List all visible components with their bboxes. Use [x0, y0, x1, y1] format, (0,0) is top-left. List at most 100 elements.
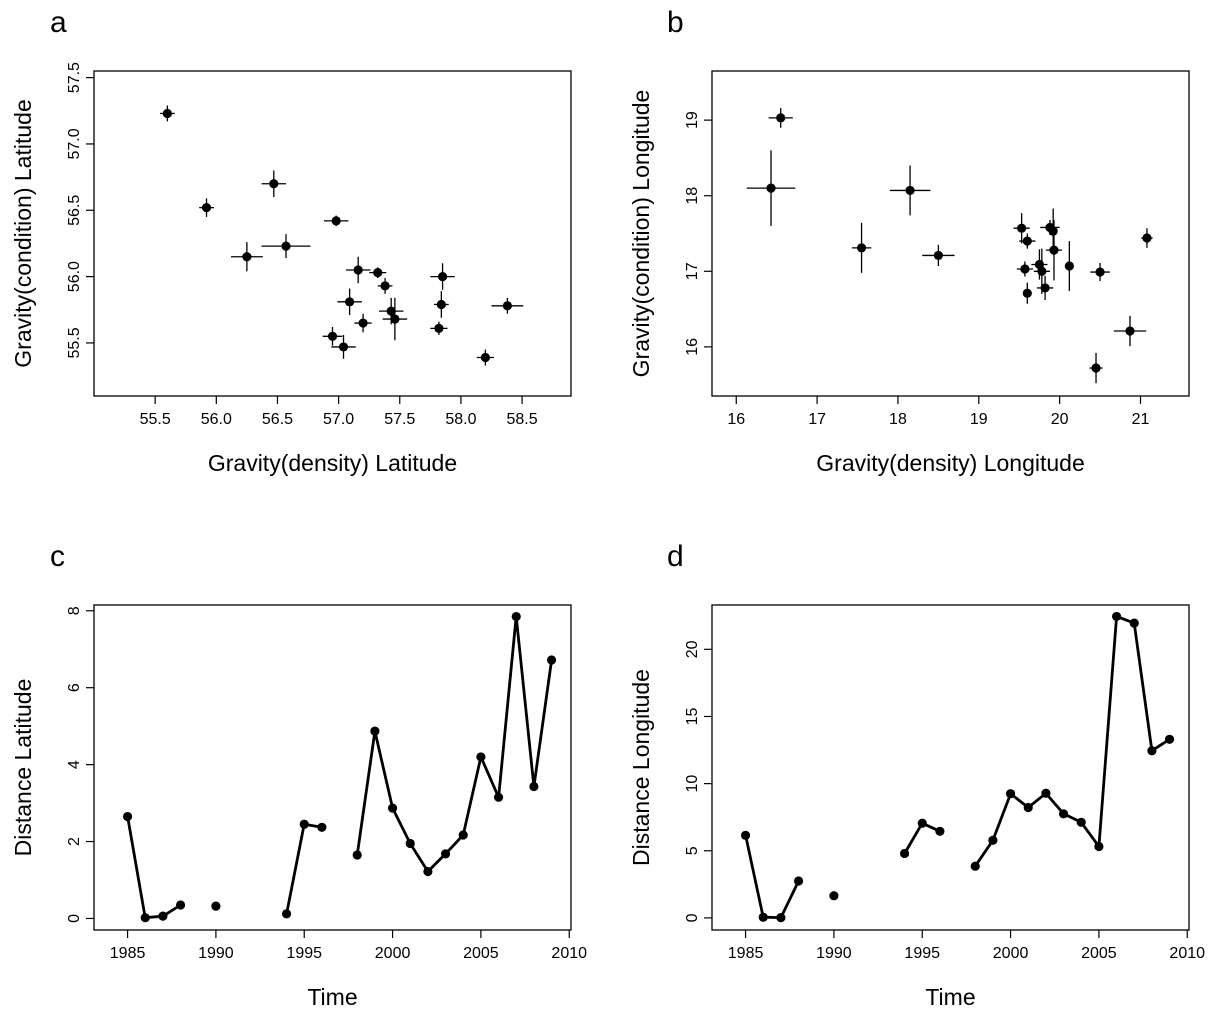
x-tick-label: 2000 — [375, 945, 411, 962]
y-tick-label: 4 — [66, 760, 83, 769]
data-point — [502, 301, 512, 311]
plot-frame — [711, 70, 1190, 397]
data-point — [1164, 734, 1175, 744]
data-point — [829, 891, 839, 901]
x-axis-title: Time — [307, 984, 357, 1009]
data-point — [1037, 266, 1047, 276]
y-axis-title: Distance Latitude — [10, 679, 36, 857]
data-point — [405, 838, 415, 849]
x-tick-label: 2000 — [993, 945, 1029, 962]
data-point — [1023, 802, 1033, 813]
y-tick-label: 10 — [684, 775, 701, 793]
data-point — [856, 243, 867, 253]
x-tick-label: 1990 — [816, 945, 852, 962]
y-axis-title: Gravity(condition) Latitude — [10, 99, 36, 367]
data-point — [776, 913, 786, 923]
data-point — [905, 185, 915, 196]
data-point — [1064, 261, 1074, 271]
data-point — [1111, 611, 1122, 622]
data-point — [380, 281, 390, 291]
data-point — [242, 252, 252, 262]
x-tick-label: 2010 — [551, 945, 587, 962]
panel-d: d 1985 1990 1995 2000 2005 2010 0 5 10 15 20 Time Dis… — [628, 540, 1205, 1009]
x-tick-label: 2010 — [1169, 945, 1205, 962]
y-tick-label: 2 — [66, 837, 83, 846]
data-point — [935, 826, 945, 836]
data-point — [1142, 233, 1152, 243]
data-point — [1022, 288, 1032, 298]
data-point — [546, 655, 557, 665]
series-line — [974, 615, 1171, 867]
series-line — [285, 822, 323, 915]
plot-frame — [93, 70, 572, 397]
x-tick-label: 57.0 — [323, 411, 354, 428]
data-point — [281, 909, 292, 919]
data-point — [423, 866, 433, 877]
series-line — [126, 816, 182, 920]
data-point — [529, 781, 539, 792]
x-tick-label: 19 — [970, 411, 988, 428]
y-tick-label: 17 — [684, 262, 701, 280]
x-tick-label: 1985 — [728, 945, 764, 962]
y-tick-label: 18 — [684, 187, 701, 205]
y-tick-label: 15 — [684, 707, 701, 725]
panel-c: c 1985 1990 1995 2000 2005 2010 0 2 4 6 8 Time Distan… — [10, 540, 587, 1009]
data-point — [1020, 264, 1030, 274]
data-point — [211, 901, 221, 911]
data-point — [331, 216, 341, 226]
data-point — [758, 912, 768, 922]
data-point — [327, 331, 338, 341]
data-point — [1095, 267, 1105, 277]
x-tick-label: 1990 — [198, 945, 234, 962]
plot-frame — [93, 604, 572, 931]
x-tick-label: 21 — [1132, 411, 1150, 428]
plot-frame — [711, 604, 1190, 931]
data-point — [140, 913, 150, 923]
panel-letter: a — [50, 6, 67, 39]
x-axis-title: Gravity(density) Latitude — [208, 450, 457, 476]
panel-letter: c — [50, 540, 65, 573]
data-point — [437, 272, 448, 282]
data-point — [1049, 245, 1059, 255]
y-tick-label: 55.5 — [66, 327, 83, 358]
data-point — [793, 876, 804, 886]
x-tick-label: 1985 — [110, 945, 146, 962]
data-point — [390, 314, 400, 324]
data-point — [1040, 283, 1050, 293]
data-point — [1076, 817, 1086, 827]
x-tick-label: 1995 — [286, 945, 322, 962]
data-point — [317, 822, 327, 832]
data-point — [440, 849, 451, 859]
y-axis-title: Gravity(condition) Longitude — [628, 90, 654, 378]
panel-b: b 16 17 18 19 20 21 16 17 18 19 Gravity(density) Lo… — [628, 6, 1190, 476]
data-point — [1094, 841, 1104, 852]
data-point — [1147, 746, 1157, 756]
x-tick-label: 18 — [889, 411, 907, 428]
y-axis-title: Distance Longitude — [628, 669, 654, 866]
data-point — [281, 241, 291, 251]
y-tick-label: 56.5 — [66, 195, 83, 226]
x-axis-title: Gravity(density) Longitude — [816, 450, 1084, 476]
panel-a: a 55.5 56.0 56.5 57.0 57.5 58.0 58.5 55.5 56.0 56.… — [10, 6, 572, 476]
x-tick-label: 2005 — [1081, 945, 1117, 962]
data-point — [162, 108, 172, 119]
data-point — [766, 183, 776, 193]
data-point — [988, 835, 998, 845]
y-tick-label: 8 — [66, 606, 83, 615]
data-point — [386, 306, 396, 316]
data-point — [1125, 326, 1135, 336]
x-tick-label: 58.5 — [507, 411, 538, 428]
x-tick-label: 57.5 — [384, 411, 415, 428]
x-tick-label: 2005 — [463, 945, 499, 962]
data-point — [1129, 618, 1139, 628]
series-line — [355, 615, 553, 873]
data-point — [269, 179, 279, 189]
y-tick-label: 0 — [66, 914, 83, 923]
data-point — [345, 297, 355, 307]
data-point — [338, 342, 349, 352]
data-point — [1022, 236, 1032, 246]
x-tick-label: 56.5 — [262, 411, 293, 428]
y-tick-label: 16 — [684, 338, 701, 356]
data-point — [299, 819, 309, 829]
y-tick-label: 19 — [684, 111, 701, 129]
